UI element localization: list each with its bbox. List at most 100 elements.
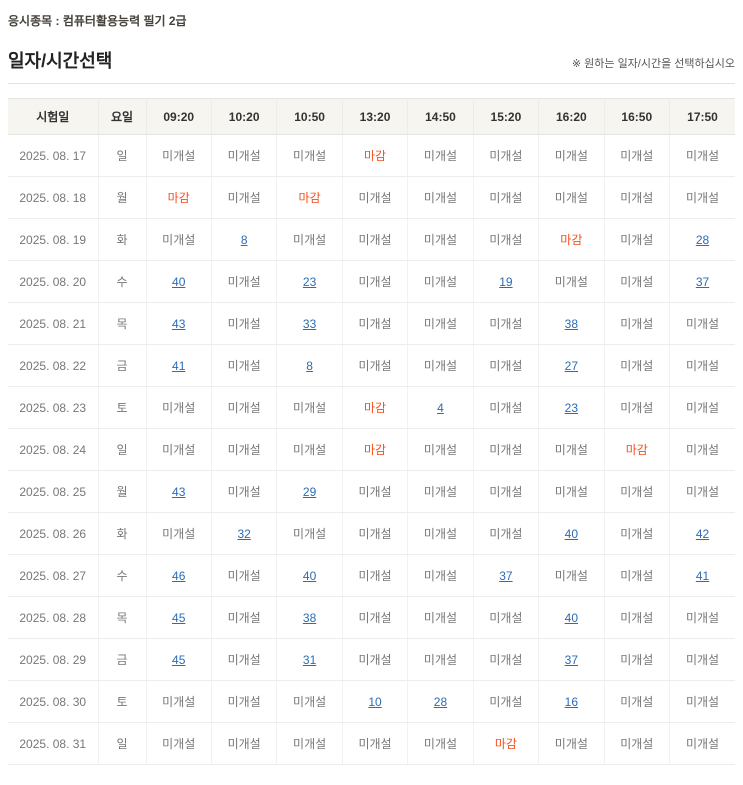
slot-closed: 미개설 xyxy=(211,302,278,345)
slot-closed: 미개설 xyxy=(342,512,409,555)
selection-note: ※ 원하는 일자/시간을 선택하십시오 xyxy=(571,58,735,70)
slot-closed: 미개설 xyxy=(407,428,474,471)
seat-count-link[interactable]: 31 xyxy=(302,652,317,667)
exam-date: 2025. 08. 18 xyxy=(8,176,99,219)
slot-closed: 미개설 xyxy=(669,344,735,387)
slot-available: 38 xyxy=(538,302,605,345)
col-header-time: 14:50 xyxy=(407,98,474,135)
seat-count-link[interactable]: 38 xyxy=(564,316,579,331)
day-of-week: 금 xyxy=(98,344,147,387)
seat-count-link[interactable]: 37 xyxy=(499,568,513,583)
slot-closed: 미개설 xyxy=(342,260,409,303)
seat-count-link[interactable]: 41 xyxy=(172,358,186,373)
exam-date: 2025. 08. 31 xyxy=(8,722,99,765)
slot-closed: 미개설 xyxy=(146,386,212,429)
seat-count-link[interactable]: 45 xyxy=(172,652,186,667)
slot-closed: 미개설 xyxy=(407,596,474,639)
slot-available: 32 xyxy=(211,512,278,555)
table-row: 2025. 08. 27 수 46 미개설 40 미개설 미개설 37 미개설 미개설 41 xyxy=(8,554,735,597)
slot-closed: 미개설 xyxy=(342,722,409,765)
day-of-week: 일 xyxy=(98,428,147,471)
col-header-time: 13:20 xyxy=(342,98,409,135)
seat-count-link[interactable]: 27 xyxy=(564,358,579,373)
seat-count-link[interactable]: 37 xyxy=(564,652,579,667)
slot-closed: 미개설 xyxy=(669,470,735,513)
seat-count-link[interactable]: 43 xyxy=(172,484,186,499)
slot-closed: 미개설 xyxy=(473,302,540,345)
slot-closed: 미개설 xyxy=(342,596,409,639)
slot-closed: 미개설 xyxy=(211,176,278,219)
seat-count-link[interactable]: 46 xyxy=(172,568,186,583)
slot-closed: 미개설 xyxy=(211,554,278,597)
seat-count-link[interactable]: 32 xyxy=(237,526,251,541)
slot-closed: 미개설 xyxy=(604,134,671,177)
slot-available: 43 xyxy=(146,470,212,513)
seat-count-link[interactable]: 40 xyxy=(564,526,579,541)
seat-count-link[interactable]: 43 xyxy=(172,316,186,331)
table-row: 2025. 08. 29 금 45 미개설 31 미개설 미개설 미개설 37 미개설 미개설 xyxy=(8,638,735,681)
slot-available: 38 xyxy=(276,596,343,639)
seat-count-link[interactable]: 37 xyxy=(695,274,710,289)
slot-available: 37 xyxy=(669,260,735,303)
seat-count-link[interactable]: 23 xyxy=(564,400,579,415)
slot-full-label: 마감 xyxy=(560,233,583,247)
col-header-time: 15:20 xyxy=(473,98,540,135)
day-of-week: 목 xyxy=(98,302,147,345)
exam-date: 2025. 08. 25 xyxy=(8,470,99,513)
seat-count-link[interactable]: 38 xyxy=(302,610,317,625)
table-row: 2025. 08. 17 일 미개설 미개설 미개설 마감 미개설 미개설 미개설 미개설 미개설 xyxy=(8,134,735,177)
day-of-week: 일 xyxy=(98,722,147,765)
slot-closed: 미개설 xyxy=(276,722,343,765)
slot-available: 33 xyxy=(276,302,343,345)
table-row: 2025. 08. 31 일 미개설 미개설 미개설 미개설 미개설 마감 미개설 미개설 미개설 xyxy=(8,722,735,765)
slot-closed: 미개설 xyxy=(604,638,671,681)
seat-count-link[interactable]: 40 xyxy=(302,568,317,583)
exam-date: 2025. 08. 27 xyxy=(8,554,99,597)
seat-count-link[interactable]: 33 xyxy=(302,316,317,331)
col-header-day: 요일 xyxy=(98,98,147,135)
seat-count-link[interactable]: 23 xyxy=(302,274,317,289)
slot-closed: 미개설 xyxy=(473,176,540,219)
slot-closed: 미개설 xyxy=(473,344,540,387)
slot-available: 40 xyxy=(146,260,212,303)
slot-closed: 미개설 xyxy=(342,470,409,513)
slot-closed: 미개설 xyxy=(211,428,278,471)
table-row: 2025. 08. 24 일 미개설 미개설 미개설 마감 미개설 미개설 미개설 마감 미개설 xyxy=(8,428,735,471)
day-of-week: 수 xyxy=(98,554,147,597)
exam-date: 2025. 08. 21 xyxy=(8,302,99,345)
slot-full-label: 마감 xyxy=(363,443,387,457)
seat-count-link[interactable]: 28 xyxy=(695,232,710,247)
table-row: 2025. 08. 19 화 미개설 8 미개설 미개설 미개설 미개설 마감 미개설 28 xyxy=(8,218,735,261)
seat-count-link[interactable]: 40 xyxy=(172,274,186,289)
slot-closed: 미개설 xyxy=(407,302,474,345)
slot-closed: 미개설 xyxy=(211,344,278,387)
day-of-week: 월 xyxy=(98,176,147,219)
table-row: 2025. 08. 20 수 40 미개설 23 미개설 미개설 19 미개설 미개설 37 xyxy=(8,260,735,303)
slot-closed: 미개설 xyxy=(538,260,605,303)
slot-closed: 미개설 xyxy=(604,344,671,387)
slot-closed: 미개설 xyxy=(211,470,278,513)
exam-date: 2025. 08. 28 xyxy=(8,596,99,639)
slot-available: 37 xyxy=(473,554,540,597)
slot-closed: 미개설 xyxy=(604,722,671,765)
slot-available: 40 xyxy=(276,554,343,597)
seat-count-link[interactable]: 42 xyxy=(695,526,710,541)
col-header-time: 10:20 xyxy=(211,98,278,135)
seat-count-link[interactable]: 40 xyxy=(564,610,579,625)
slot-available: 29 xyxy=(276,470,343,513)
schedule-table: 시험일 요일 09:20 10:20 10:50 13:20 14:50 15:20 16:20… xyxy=(8,98,735,765)
slot-closed: 미개설 xyxy=(342,176,409,219)
seat-count-link[interactable]: 41 xyxy=(695,568,710,583)
seat-count-link[interactable]: 4 xyxy=(437,400,444,415)
seat-count-link[interactable]: 19 xyxy=(499,274,513,289)
seat-count-link[interactable]: 8 xyxy=(306,358,313,373)
slot-available: 27 xyxy=(538,344,605,387)
slot-closed: 미개설 xyxy=(473,638,540,681)
seat-count-link[interactable]: 8 xyxy=(240,232,248,247)
slot-closed: 미개설 xyxy=(473,218,540,261)
seat-count-link[interactable]: 29 xyxy=(302,484,317,499)
slot-closed: 미개설 xyxy=(538,722,605,765)
exam-date: 2025. 08. 19 xyxy=(8,218,99,261)
slot-full-label: 마감 xyxy=(363,401,387,415)
seat-count-link[interactable]: 45 xyxy=(172,610,186,625)
